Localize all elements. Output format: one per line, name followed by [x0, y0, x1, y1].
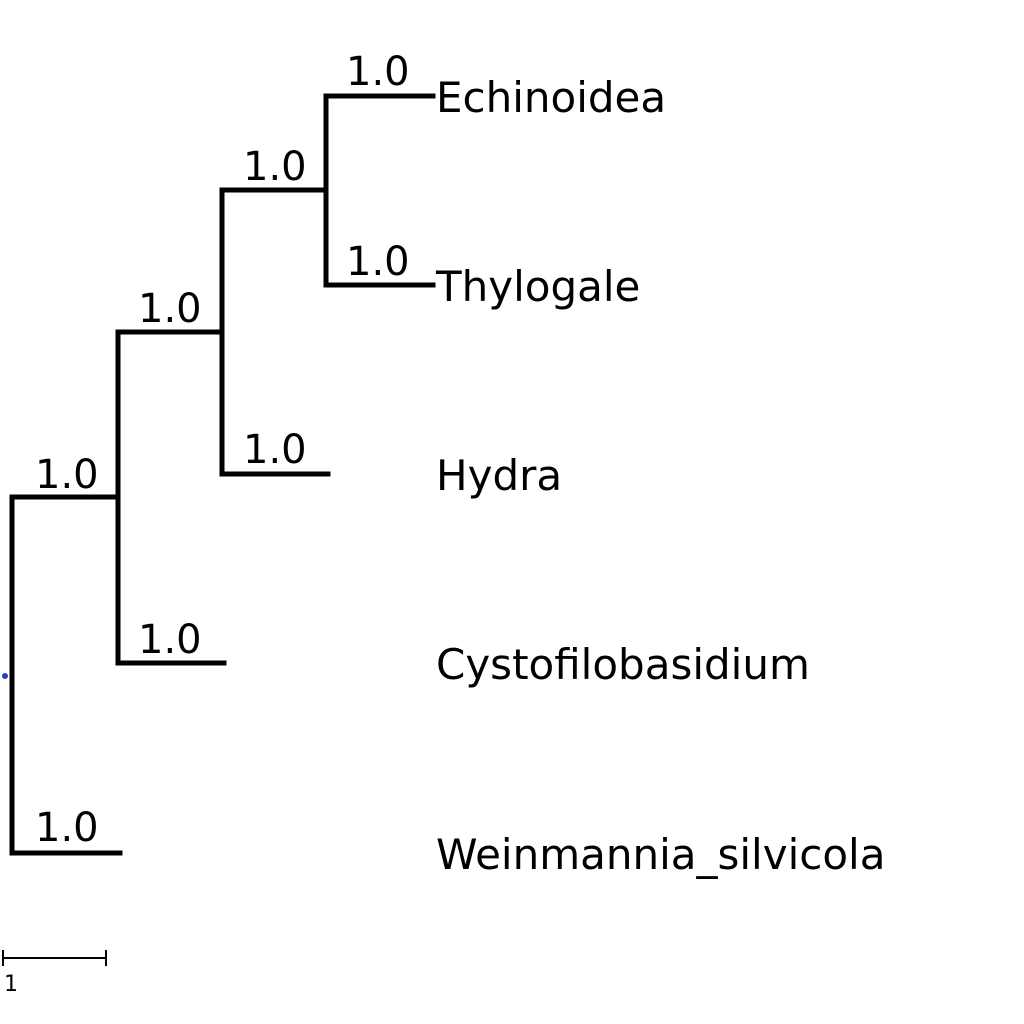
leaf-weinmannia-silvicola: 1.0 Weinmannia_silvicola: [9, 805, 885, 879]
scale-bar: 1: [2, 950, 107, 997]
internal-node-plus-cystofilobasidium: 1.0: [9, 329, 121, 666]
support-plus-hydra: 1.0: [138, 286, 202, 332]
leaf-thylogale: 1.0 Thylogale: [323, 239, 640, 311]
scale-bar-label: 1: [4, 972, 18, 997]
internal-node-plus-hydra: 1.0: [115, 187, 225, 477]
leaf-label-cystofilobasidium: Cystofilobasidium: [436, 640, 810, 689]
support-cystofilobasidium: 1.0: [138, 617, 202, 663]
leaf-label-thylogale: Thylogale: [435, 262, 640, 311]
leaf-hydra: 1.0 Hydra: [219, 427, 562, 500]
support-echinoidea-thylogale: 1.0: [243, 144, 307, 190]
support-echinoidea: 1.0: [346, 49, 410, 95]
root-marker: [2, 673, 8, 679]
support-plus-cystofilobasidium: 1.0: [35, 452, 99, 498]
support-thylogale: 1.0: [346, 239, 410, 285]
leaf-cystofilobasidium: 1.0 Cystofilobasidium: [115, 617, 810, 689]
root-clade: [2, 494, 15, 856]
leaf-label-hydra: Hydra: [436, 451, 562, 500]
leaf-label-echinoidea: Echinoidea: [436, 73, 666, 122]
leaf-echinoidea: 1.0 Echinoidea: [323, 49, 666, 122]
leaf-label-weinmannia-silvicola: Weinmannia_silvicola: [436, 830, 885, 879]
support-weinmannia-silvicola: 1.0: [35, 805, 99, 851]
internal-node-echinoidea-thylogale: 1.0: [219, 93, 329, 288]
support-hydra: 1.0: [243, 427, 307, 473]
